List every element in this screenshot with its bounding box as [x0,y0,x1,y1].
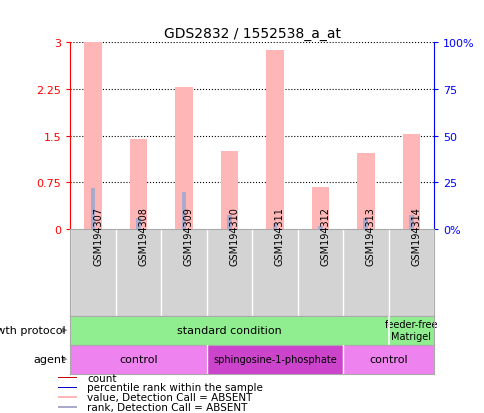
Bar [357,154,374,229]
FancyBboxPatch shape [58,377,77,379]
Text: count: count [87,373,117,383]
Text: GSM194310: GSM194310 [229,207,239,266]
FancyBboxPatch shape [58,387,77,388]
Bar [266,51,283,229]
Bar [206,345,342,374]
FancyBboxPatch shape [58,406,77,408]
Bar [91,189,95,229]
Bar [363,218,367,229]
Bar [318,227,322,229]
Bar [408,216,413,229]
Text: value, Detection Call = ABSENT: value, Detection Call = ABSENT [87,392,252,402]
Text: growth protocol: growth protocol [0,325,65,335]
Text: GSM194308: GSM194308 [138,207,148,266]
Text: GSM194311: GSM194311 [274,207,284,266]
Bar [272,223,277,229]
Bar [136,218,141,229]
Text: GSM194307: GSM194307 [93,207,103,266]
Bar [342,345,433,374]
Bar [130,140,147,229]
Text: GSM194314: GSM194314 [410,207,421,266]
Text: control: control [368,354,407,364]
Text: percentile rank within the sample: percentile rank within the sample [87,382,263,392]
Bar [220,152,238,229]
Text: GSM194313: GSM194313 [365,207,375,266]
Text: standard condition: standard condition [177,325,281,335]
Bar [227,216,231,229]
Text: sphingosine-1-phosphate: sphingosine-1-phosphate [212,354,336,364]
Bar [70,316,388,345]
Bar [181,192,186,229]
Bar [402,135,419,229]
Bar [84,43,102,229]
Text: GSM194309: GSM194309 [183,207,194,266]
Text: GSM194312: GSM194312 [320,207,330,266]
Text: feeder-free
Matrigel: feeder-free Matrigel [384,320,437,341]
Bar [175,88,192,229]
Bar [311,187,328,229]
Bar [70,345,206,374]
FancyBboxPatch shape [58,396,77,398]
Text: rank, Detection Call = ABSENT: rank, Detection Call = ABSENT [87,402,247,412]
Title: GDS2832 / 1552538_a_at: GDS2832 / 1552538_a_at [164,27,340,41]
Text: control: control [119,354,157,364]
Bar [388,316,433,345]
Text: agent: agent [33,354,65,364]
